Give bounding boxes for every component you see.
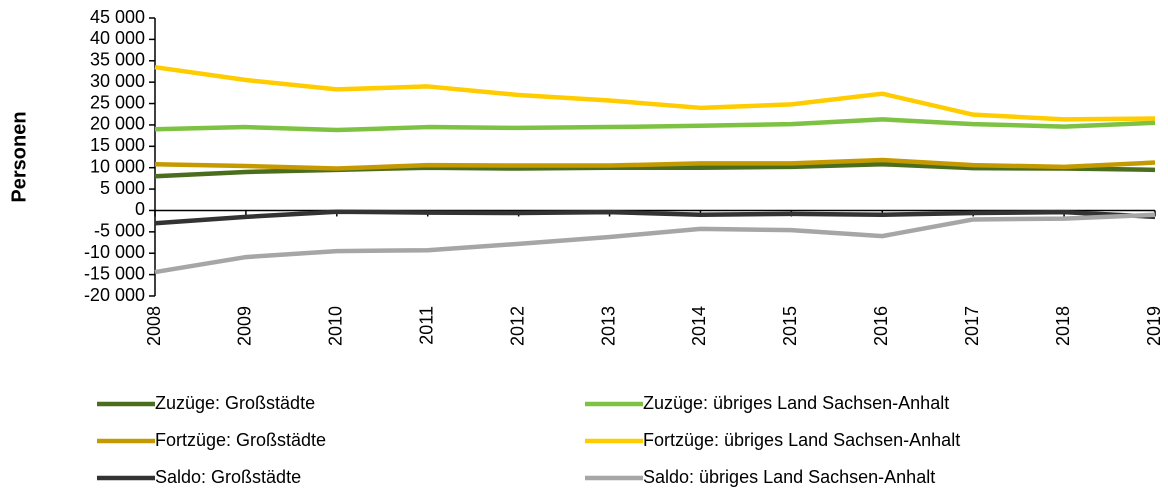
y-tick-label: -5 000 [94,221,145,241]
legend-label: Zuzüge: übriges Land Sachsen-Anhalt [643,393,949,413]
y-tick-label: -20 000 [84,285,145,305]
y-tick-label: 20 000 [90,114,145,134]
y-tick-label: 25 000 [90,92,145,112]
series-line [154,157,1156,171]
y-tick-label: 0 [135,199,145,219]
series-line [154,64,1156,122]
y-tick-label: 10 000 [90,156,145,176]
series-line [154,209,1156,226]
legend-label: Saldo: Großstädte [155,467,301,487]
x-tick-label: 2012 [507,306,527,346]
legend-label: Zuzüge: Großstädte [155,393,315,413]
x-tick-label: 2009 [235,306,255,346]
legend-label: Fortzüge: übriges Land Sachsen-Anhalt [643,430,960,450]
x-tick-label: 2018 [1053,306,1073,346]
x-tick-label: 2016 [871,306,891,346]
x-tick-label: 2014 [689,306,709,346]
x-tick-label: 2011 [416,306,436,345]
x-tick-label: 2015 [780,306,800,346]
legend-label: Fortzüge: Großstädte [155,430,326,450]
y-tick-label: 5 000 [100,178,145,198]
y-tick-label: 15 000 [90,135,145,155]
y-tick-label: 30 000 [90,71,145,91]
x-tick-label: 2019 [1144,306,1164,346]
x-tick-label: 2010 [326,306,346,346]
y-tick-label: -15 000 [84,263,145,283]
y-tick-label: -10 000 [84,242,145,262]
y-tick-label: 40 000 [90,28,145,48]
series-line [154,212,1156,275]
x-tick-label: 2008 [144,306,164,346]
y-tick-label: 35 000 [90,50,145,70]
series-line [154,117,1156,133]
x-tick-label: 2017 [962,306,982,346]
legend-label: Saldo: übriges Land Sachsen-Anhalt [643,467,935,487]
y-axis-label: Personen [8,111,30,202]
y-tick-label: 45 000 [90,7,145,27]
x-tick-label: 2013 [598,306,618,346]
